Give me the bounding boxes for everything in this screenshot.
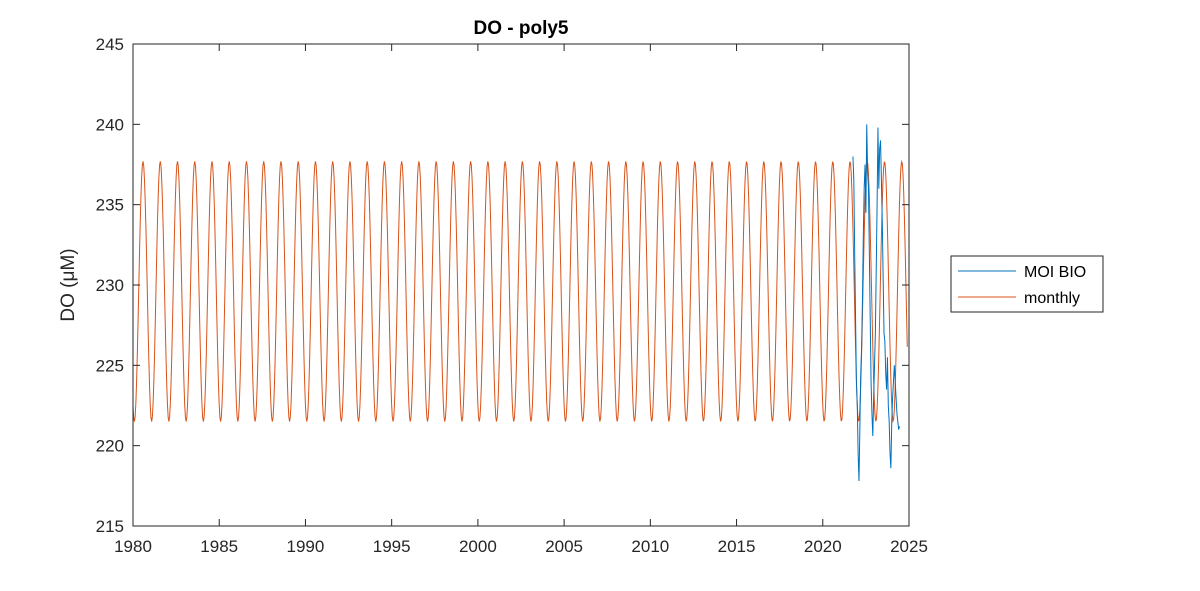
x-axis: 1980 1985 1990 1995 2000 2005 2010 2015 2020 2025: [114, 44, 928, 556]
legend-label-monthly: monthly: [1024, 290, 1080, 307]
legend: MOI BIO monthly: [950, 255, 1104, 313]
x-tick-label: 1980: [114, 537, 152, 556]
axes-background: [133, 44, 909, 526]
y-tick-label: 245: [96, 35, 124, 54]
y-tick-label: 220: [96, 437, 124, 456]
y-tick-label: 240: [96, 115, 124, 134]
x-tick-label: 2025: [890, 537, 928, 556]
y-axis-label: DO (μM): [58, 248, 79, 321]
series-line-moi-bio: [852, 124, 901, 482]
x-tick-label: 2005: [545, 537, 583, 556]
x-tick-label: 2020: [804, 537, 842, 556]
legend-label-moi-bio: MOI BIO: [1024, 264, 1086, 281]
y-tick-label: 215: [96, 517, 124, 536]
x-tick-label: 2010: [631, 537, 669, 556]
y-tick-label: 230: [96, 276, 124, 295]
x-tick-label: 1995: [373, 537, 411, 556]
legend-box: [950, 255, 1104, 313]
series-line-monthly: [133, 159, 908, 424]
y-axis: 215 220 225 230 235 240 245: [96, 35, 909, 536]
y-tick-label: 235: [96, 196, 124, 215]
chart-title: DO - poly5: [473, 18, 568, 39]
y-tick-label: 225: [96, 356, 124, 375]
x-tick-label: 1990: [287, 537, 325, 556]
x-tick-label: 2015: [718, 537, 756, 556]
x-tick-label: 2000: [459, 537, 497, 556]
x-tick-label: 1985: [200, 537, 238, 556]
